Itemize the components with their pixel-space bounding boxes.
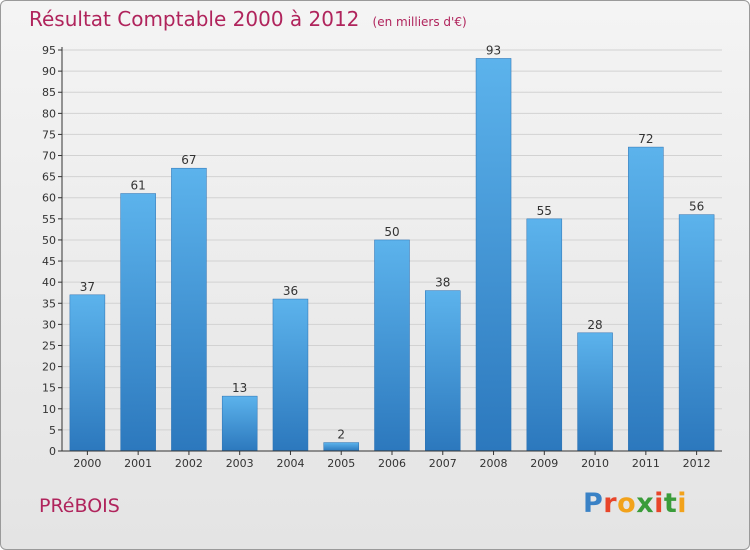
logo-letter: x bbox=[636, 488, 655, 519]
x-tick-label: 2000 bbox=[73, 457, 101, 470]
bar-value-label: 61 bbox=[131, 179, 146, 193]
bar bbox=[272, 298, 309, 452]
bar bbox=[577, 332, 613, 452]
y-tick-label: 35 bbox=[42, 297, 56, 310]
x-tick-label: 2001 bbox=[124, 457, 152, 470]
x-tick-label: 2005 bbox=[327, 457, 355, 470]
proxiti-logo: Proxiti bbox=[583, 488, 687, 519]
x-tick-label: 2009 bbox=[530, 457, 558, 470]
y-tick-label: 80 bbox=[42, 107, 56, 120]
bar bbox=[171, 167, 207, 452]
x-tick-label: 2003 bbox=[226, 457, 254, 470]
logo-letter: o bbox=[617, 488, 637, 519]
bar-value-label: 50 bbox=[384, 225, 399, 239]
x-tick-label: 2008 bbox=[480, 457, 508, 470]
bar bbox=[323, 442, 359, 452]
bar bbox=[475, 58, 512, 452]
chart-subtitle: (en milliers d'€) bbox=[372, 15, 467, 29]
y-tick-label: 85 bbox=[42, 86, 56, 99]
logo-letter: t bbox=[663, 488, 678, 519]
bars: 37 61 67 13 36 2 50 38 93 55 28 72 56 bbox=[69, 43, 715, 452]
bar-value-label: 2 bbox=[337, 428, 345, 442]
bar bbox=[628, 146, 664, 452]
bar bbox=[221, 395, 258, 452]
logo-letter: i bbox=[677, 488, 688, 519]
y-tick-label: 40 bbox=[42, 276, 56, 289]
bar-value-label: 93 bbox=[486, 43, 501, 57]
bar-value-label: 56 bbox=[689, 200, 704, 214]
y-tick-label: 95 bbox=[42, 44, 56, 57]
y-tick-label: 70 bbox=[42, 150, 56, 163]
y-tick-label: 55 bbox=[42, 213, 56, 226]
y-tick-label: 90 bbox=[42, 65, 56, 78]
x-tick-label: 2012 bbox=[683, 457, 711, 470]
bar bbox=[678, 214, 715, 452]
y-tick-label: 20 bbox=[42, 361, 56, 374]
axes: 0 5 10 15 20 25 30 35 40 45 50 55 60 65 70 75 80 85 90 95 20… bbox=[42, 44, 722, 470]
y-tick-label: 15 bbox=[42, 382, 56, 395]
y-tick-label: 5 bbox=[49, 424, 56, 437]
y-tick-label: 0 bbox=[49, 445, 56, 458]
x-tick-label: 2004 bbox=[276, 457, 304, 470]
y-tick-label: 50 bbox=[42, 234, 56, 247]
y-tick-label: 75 bbox=[42, 128, 56, 141]
logo-letter: P bbox=[583, 488, 604, 519]
town-name: PRéBOIS bbox=[39, 495, 120, 517]
bar-value-label: 36 bbox=[283, 284, 298, 298]
title-row: Résultat Comptable 2000 à 2012 (en milli… bbox=[29, 7, 467, 31]
y-tick-label: 25 bbox=[42, 339, 56, 352]
y-tick-label: 30 bbox=[42, 318, 56, 331]
y-tick-label: 60 bbox=[42, 192, 56, 205]
y-tick-label: 65 bbox=[42, 171, 56, 184]
x-tick-label: 2011 bbox=[632, 457, 660, 470]
x-tick-label: 2006 bbox=[378, 457, 406, 470]
bar bbox=[526, 218, 563, 452]
x-tick-label: 2002 bbox=[175, 457, 203, 470]
y-tick-label: 10 bbox=[42, 403, 56, 416]
bar bbox=[69, 294, 106, 452]
bar bbox=[374, 239, 410, 452]
bar-value-label: 28 bbox=[587, 318, 602, 332]
bar-value-label: 72 bbox=[638, 132, 653, 146]
bar-value-label: 37 bbox=[80, 280, 95, 294]
bar bbox=[425, 290, 461, 452]
chart-title: Résultat Comptable 2000 à 2012 bbox=[29, 7, 360, 31]
bar bbox=[120, 193, 156, 452]
x-tick-label: 2010 bbox=[581, 457, 609, 470]
logo-letter: r bbox=[603, 488, 618, 519]
logo-letter: i bbox=[654, 488, 664, 519]
bar-value-label: 38 bbox=[435, 276, 450, 290]
y-tick-label: 45 bbox=[42, 255, 56, 268]
bar-value-label: 13 bbox=[232, 381, 247, 395]
bar-value-label: 67 bbox=[181, 153, 196, 167]
bar-value-label: 55 bbox=[537, 204, 552, 218]
x-tick-label: 2007 bbox=[429, 457, 457, 470]
